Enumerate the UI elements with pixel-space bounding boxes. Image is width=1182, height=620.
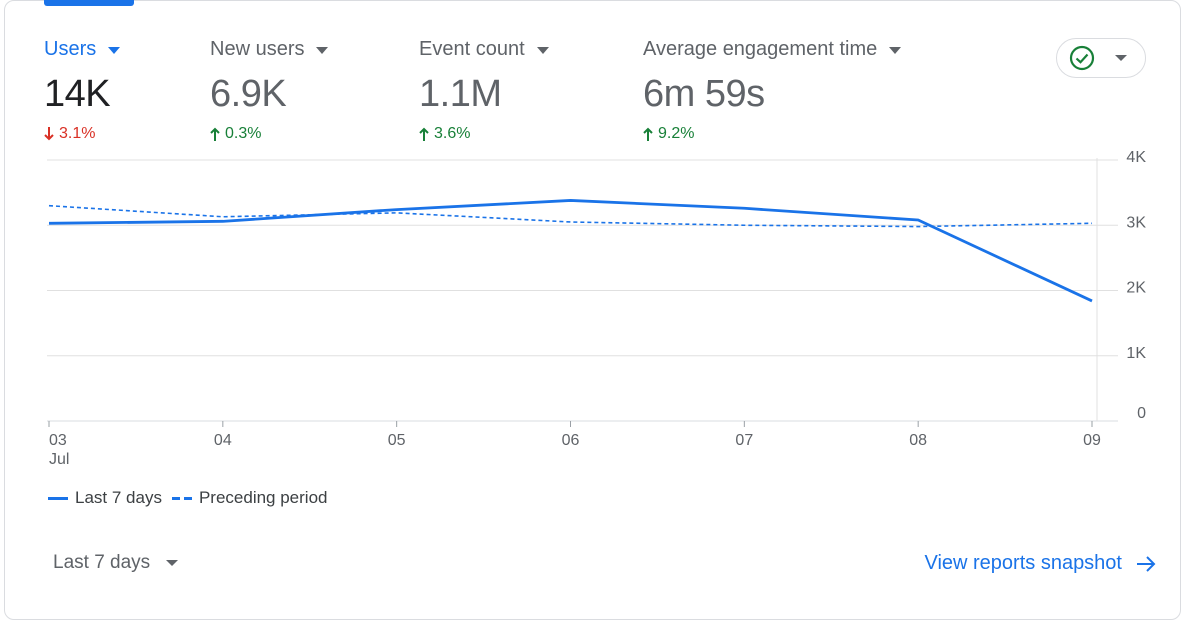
check-circle-icon [1069,45,1095,71]
y-tick-label: 1K [1126,345,1146,362]
metric-engagement-time[interactable]: Average engagement time 6m 59s 9.2% [643,38,901,143]
legend-label-current: Last 7 days [75,488,162,508]
metric-new-users-change-value: 0.3% [225,125,261,143]
arrow-down-icon [44,127,54,141]
metric-engagement-time-label: Average engagement time [643,38,877,61]
metric-users-selector[interactable]: Users [44,38,120,61]
metric-engagement-time-selector[interactable]: Average engagement time [643,38,901,61]
chart-legend: Last 7 days Preceding period [48,488,337,508]
metric-event-count-change-value: 3.6% [434,125,470,143]
y-tick-label: 3K [1126,214,1146,231]
metric-users-label: Users [44,38,96,61]
date-range-label: Last 7 days [53,552,150,574]
x-tick-label: 07 [735,432,753,449]
x-tick-label: 04 [214,432,232,449]
legend-swatch-dashed [172,497,192,500]
metric-users-value: 14K [44,73,120,115]
arrow-up-icon [210,127,220,141]
x-tick-label: 08 [909,432,927,449]
series-line-preceding-period [49,206,1092,227]
y-tick-label: 0 [1137,405,1146,422]
users-line-chart: 0 1K 2K 3K 4K 03 04 05 06 07 08 09 Jul [0,150,1182,470]
metric-new-users-change: 0.3% [210,125,328,143]
data-quality-status-button[interactable] [1056,38,1146,78]
legend-item-current: Last 7 days [48,488,162,508]
chevron-down-icon [1115,55,1127,61]
metric-engagement-time-value: 6m 59s [643,73,901,115]
x-tick-label: 06 [562,432,580,449]
metric-users[interactable]: Users 14K 3.1% [44,38,120,143]
metric-event-count-value: 1.1M [419,73,549,115]
x-tick-label: 09 [1083,432,1101,449]
metric-event-count-label: Event count [419,38,525,61]
metric-users-change-value: 3.1% [59,125,95,143]
date-range-selector[interactable]: Last 7 days [53,552,178,574]
metric-new-users-label: New users [210,38,304,61]
arrow-right-icon [1136,555,1156,573]
metric-engagement-time-change: 9.2% [643,125,901,143]
metric-event-count-selector[interactable]: Event count [419,38,549,61]
metric-new-users-selector[interactable]: New users [210,38,328,61]
x-tick-label: 05 [388,432,406,449]
metric-engagement-time-change-value: 9.2% [658,125,694,143]
metric-new-users[interactable]: New users 6.9K 0.3% [210,38,328,143]
metric-event-count[interactable]: Event count 1.1M 3.6% [419,38,549,143]
metric-new-users-value: 6.9K [210,73,328,115]
legend-swatch-solid [48,497,68,500]
arrow-up-icon [419,127,429,141]
metric-event-count-change: 3.6% [419,125,549,143]
chevron-down-icon [108,47,120,54]
x-tick-sublabel: Jul [49,451,69,468]
view-reports-snapshot-label: View reports snapshot [924,552,1122,575]
chevron-down-icon [537,47,549,54]
legend-item-previous: Preceding period [172,488,328,508]
arrow-up-icon [643,127,653,141]
active-metric-indicator [44,0,134,6]
y-tick-label: 4K [1126,150,1146,166]
chevron-down-icon [316,47,328,54]
view-reports-snapshot-link[interactable]: View reports snapshot [924,552,1156,575]
x-tick-label: 03 [49,432,67,449]
chevron-down-icon [889,47,901,54]
metric-users-change: 3.1% [44,125,120,143]
chevron-down-icon [166,560,178,566]
y-tick-label: 2K [1126,280,1146,297]
legend-label-previous: Preceding period [199,488,328,508]
